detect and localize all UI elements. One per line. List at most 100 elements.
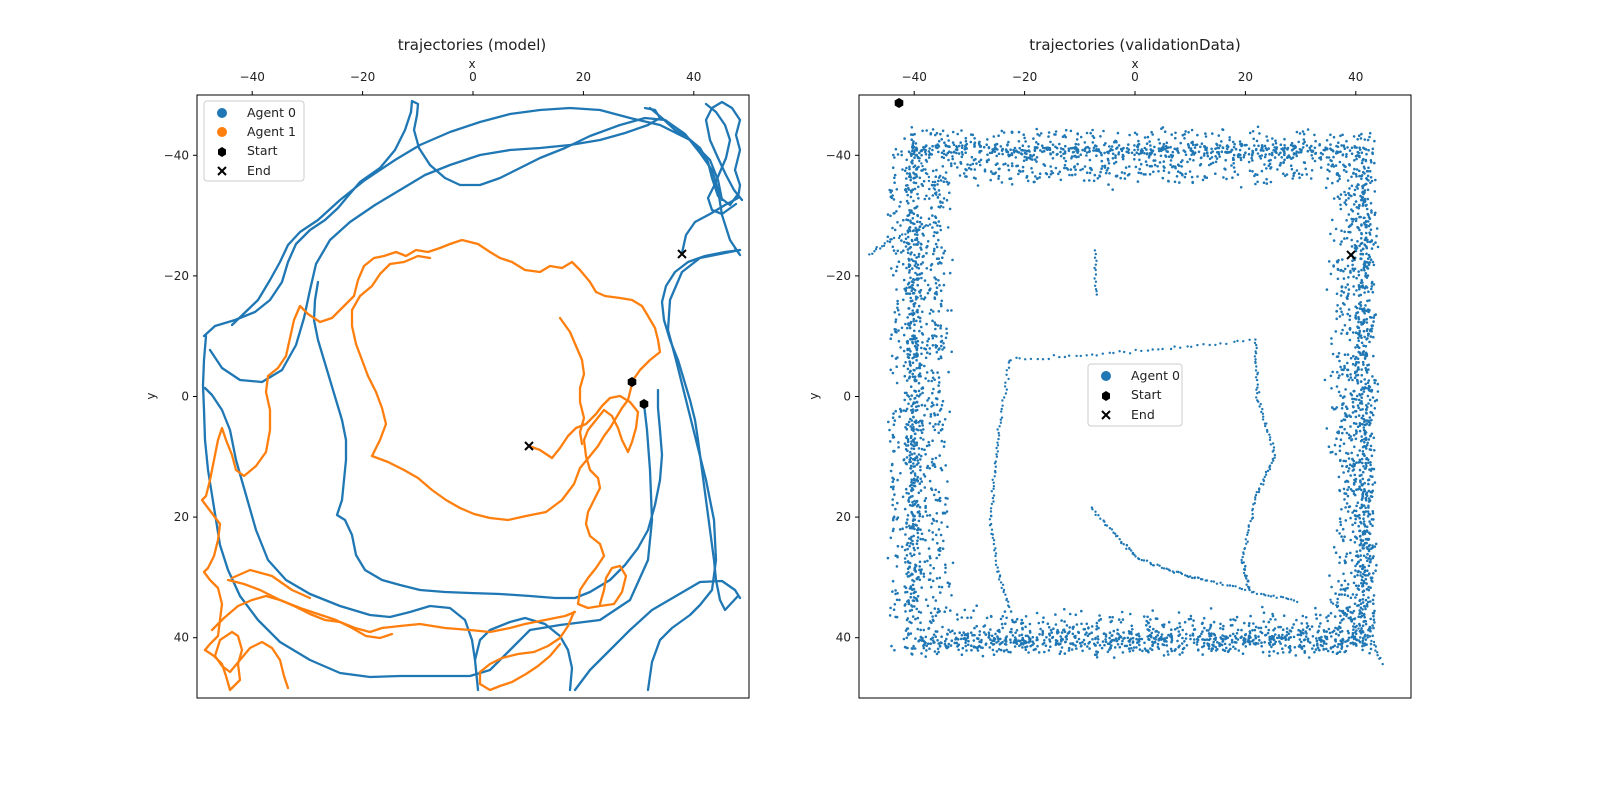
data-point xyxy=(1130,151,1134,155)
data-point xyxy=(1285,597,1288,600)
data-point xyxy=(922,473,926,476)
data-point xyxy=(891,579,895,583)
data-point xyxy=(1319,622,1322,625)
data-point xyxy=(1370,247,1374,250)
data-point xyxy=(915,501,918,504)
data-point xyxy=(978,151,981,154)
data-point xyxy=(1051,143,1055,146)
data-point xyxy=(950,151,953,154)
data-point xyxy=(1346,407,1349,411)
data-point xyxy=(935,257,939,261)
data-point xyxy=(1024,625,1027,629)
data-point xyxy=(964,175,967,178)
data-point xyxy=(1150,149,1153,152)
data-point xyxy=(916,599,919,603)
data-point xyxy=(988,524,992,527)
data-point xyxy=(1255,388,1258,391)
data-point xyxy=(911,522,915,526)
data-point xyxy=(1219,342,1222,345)
data-point xyxy=(1340,285,1344,289)
data-point xyxy=(1361,637,1365,640)
data-point xyxy=(1359,353,1362,357)
data-point xyxy=(1103,643,1106,647)
data-point xyxy=(1342,368,1345,372)
data-point xyxy=(925,267,929,270)
data-point xyxy=(1248,169,1252,173)
data-point xyxy=(1371,598,1375,602)
data-point xyxy=(1367,504,1370,508)
data-point xyxy=(1252,503,1255,506)
data-point xyxy=(1338,315,1342,318)
data-point xyxy=(903,548,907,552)
data-point xyxy=(1362,428,1366,432)
data-point xyxy=(1353,521,1357,525)
data-point xyxy=(1346,361,1349,365)
data-point xyxy=(916,459,919,462)
y-tick-label: 0 xyxy=(843,390,851,404)
data-point xyxy=(909,409,913,412)
data-point xyxy=(1128,632,1131,635)
data-point xyxy=(905,241,909,245)
data-point xyxy=(916,627,920,631)
data-point xyxy=(1014,620,1017,623)
data-point xyxy=(960,129,963,132)
data-point xyxy=(913,206,916,210)
data-point xyxy=(1207,629,1210,632)
data-point xyxy=(1205,579,1209,582)
data-point xyxy=(1259,482,1263,486)
data-point xyxy=(1365,546,1369,549)
data-point xyxy=(1251,512,1254,516)
data-point xyxy=(1347,225,1351,229)
data-point xyxy=(911,372,914,376)
data-point xyxy=(1013,645,1017,648)
data-point xyxy=(1353,389,1356,393)
data-point xyxy=(1135,133,1139,136)
data-point xyxy=(1343,427,1346,431)
data-point xyxy=(992,485,996,488)
data-point xyxy=(919,436,922,440)
data-point xyxy=(918,362,922,366)
data-point xyxy=(1234,585,1237,588)
agent-0-path xyxy=(203,386,480,692)
data-point xyxy=(1108,636,1111,640)
data-point xyxy=(1340,240,1343,243)
data-point xyxy=(1281,596,1285,599)
data-point xyxy=(1340,639,1344,642)
data-point xyxy=(1340,641,1344,645)
data-point xyxy=(1201,630,1204,633)
data-point xyxy=(1374,241,1377,244)
data-point xyxy=(1059,154,1063,158)
data-point xyxy=(1356,311,1360,314)
data-point xyxy=(1008,605,1011,609)
data-point xyxy=(1280,156,1283,159)
data-point xyxy=(1191,180,1194,184)
data-point xyxy=(1339,523,1343,527)
data-point xyxy=(1131,628,1134,631)
data-point xyxy=(911,340,914,344)
data-point xyxy=(891,487,895,491)
data-point xyxy=(1300,622,1303,625)
data-point xyxy=(1010,162,1014,165)
data-point xyxy=(1169,163,1172,167)
data-point xyxy=(1340,593,1343,596)
data-point xyxy=(1273,156,1277,159)
data-point xyxy=(932,234,936,238)
data-point xyxy=(1360,341,1364,345)
data-point xyxy=(891,245,895,249)
data-point xyxy=(991,478,994,481)
data-point xyxy=(1074,613,1078,617)
data-point xyxy=(1217,146,1221,150)
data-point xyxy=(944,566,947,570)
data-point xyxy=(918,159,921,163)
data-point xyxy=(1365,525,1369,529)
data-point xyxy=(918,291,922,294)
data-point xyxy=(1349,610,1352,614)
data-point xyxy=(989,614,993,618)
data-point xyxy=(1127,630,1131,633)
data-point xyxy=(1371,580,1374,583)
data-point xyxy=(1169,145,1172,149)
legend-marker xyxy=(217,108,227,118)
data-point xyxy=(1295,152,1298,155)
data-point xyxy=(908,271,911,274)
data-point xyxy=(1292,623,1295,626)
